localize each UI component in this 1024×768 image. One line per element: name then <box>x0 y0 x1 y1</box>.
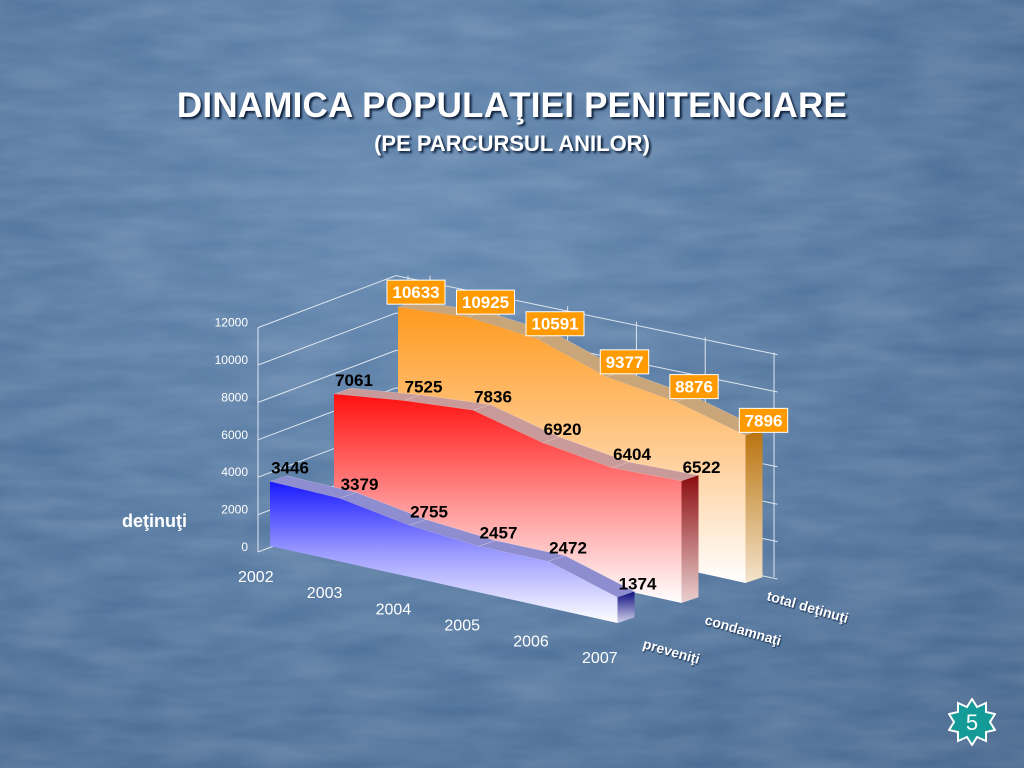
data-label: 3446 <box>271 459 309 478</box>
y-tick-label: 6000 <box>221 428 248 442</box>
area-end-face <box>681 475 699 603</box>
series-axis-label: condamnaţi <box>703 612 783 649</box>
slide-title: DINAMICA POPULAŢIEI PENITENCIARE <box>176 86 848 125</box>
gridline <box>395 275 778 356</box>
gridline <box>257 312 397 366</box>
gridline <box>257 275 397 329</box>
y-tick-label: 2000 <box>221 503 248 517</box>
data-label: 7896 <box>745 411 783 430</box>
x-tick-label: 2006 <box>513 634 549 651</box>
data-label: 1374 <box>619 574 657 593</box>
series-axis-label: total deţinuţi <box>765 588 850 627</box>
area-end-face <box>617 591 635 623</box>
series-2 <box>269 475 636 623</box>
x-tick-label: 2005 <box>444 618 480 635</box>
gridline <box>257 349 397 403</box>
area-end-face <box>745 429 763 583</box>
series-1 <box>333 387 700 603</box>
y-tick-label: 0 <box>241 540 248 554</box>
data-label: 3379 <box>341 475 379 494</box>
y-axis-label: deţinuţi <box>122 511 187 531</box>
data-label: 7836 <box>474 387 512 406</box>
y-tick-label: 12000 <box>215 316 249 330</box>
data-label-box <box>525 311 585 337</box>
data-label: 2472 <box>549 538 587 557</box>
x-tick-label: 2007 <box>582 650 618 667</box>
data-label: 10591 <box>531 315 578 334</box>
data-label: 6522 <box>683 458 721 477</box>
data-label: 8876 <box>675 378 713 397</box>
chart-data-labels: 10633 10925 10591 9377 8876 7896 7061 7525 7836 6… <box>271 279 789 593</box>
slide-number: 5 <box>966 710 978 735</box>
data-label-box <box>456 289 515 315</box>
data-label: 7525 <box>405 378 443 397</box>
data-label-box <box>386 279 446 305</box>
data-label: 6404 <box>613 445 651 464</box>
area-front-face <box>270 481 618 623</box>
data-label: 2457 <box>480 523 518 542</box>
data-label: 2755 <box>410 502 448 521</box>
data-label: 9377 <box>606 353 644 372</box>
slide-number-badge: 5 <box>948 698 996 746</box>
x-tick-label: 2003 <box>307 585 343 602</box>
data-label: 6920 <box>544 420 582 439</box>
data-label: 10633 <box>392 283 439 302</box>
slide-subtitle: (PE PARCURSUL ANILOR) <box>374 131 650 156</box>
x-tick-label: 2004 <box>376 601 412 618</box>
y-tick-label: 8000 <box>221 390 248 404</box>
series-axis-label: preveniţi <box>641 636 702 667</box>
data-label: 7061 <box>335 371 373 390</box>
y-tick-label: 4000 <box>221 465 248 479</box>
y-tick-label: 10000 <box>215 353 249 367</box>
x-tick-label: 2002 <box>238 569 274 586</box>
data-label-box <box>599 349 650 375</box>
data-label: 10925 <box>462 293 509 312</box>
area-front-face <box>334 393 682 603</box>
data-label-box <box>669 374 719 400</box>
data-label-box <box>738 407 789 433</box>
